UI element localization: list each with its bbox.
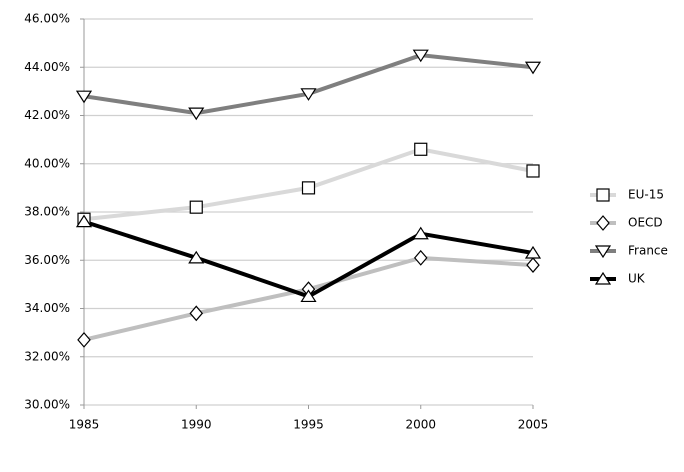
marker (75, 90, 93, 104)
x-tick-label: 2005 (518, 418, 549, 432)
x-tick-label: 2000 (405, 418, 436, 432)
marker (594, 245, 612, 259)
x-tick-label: 1985 (69, 418, 100, 432)
x-tick-label: 1995 (293, 418, 324, 432)
marker (524, 245, 542, 259)
y-tick-label: 44.00% (24, 60, 70, 74)
y-tick-label: 38.00% (24, 205, 70, 219)
y-tick-label: 32.00% (24, 349, 70, 363)
marker (301, 181, 316, 195)
marker (188, 250, 205, 264)
marker (414, 142, 428, 156)
y-tick-label: 42.00% (24, 108, 70, 122)
legend-label: France (628, 244, 668, 258)
marker (412, 49, 429, 63)
marker (596, 215, 610, 231)
marker (526, 257, 540, 273)
marker (75, 214, 93, 228)
marker (300, 289, 317, 303)
marker (412, 226, 429, 240)
marker (524, 61, 542, 75)
y-tick-label: 40.00% (24, 156, 70, 170)
marker (526, 164, 540, 178)
legend-label: EU-15 (628, 188, 664, 202)
marker (300, 88, 317, 101)
x-tick-label: 1990 (181, 418, 212, 432)
marker (77, 331, 91, 348)
marker (596, 188, 610, 202)
y-tick-label: 30.00% (24, 398, 70, 412)
marker (189, 305, 204, 322)
legend-label: UK (628, 272, 646, 286)
marker (413, 249, 428, 266)
marker (189, 200, 203, 214)
y-tick-label: 46.00% (24, 12, 70, 26)
marker (594, 271, 612, 285)
y-tick-label: 36.00% (24, 253, 70, 267)
series-line (83, 53, 534, 116)
y-tick-label: 34.00% (24, 301, 70, 315)
legend-label: OECD (628, 216, 663, 230)
marker (188, 107, 205, 121)
